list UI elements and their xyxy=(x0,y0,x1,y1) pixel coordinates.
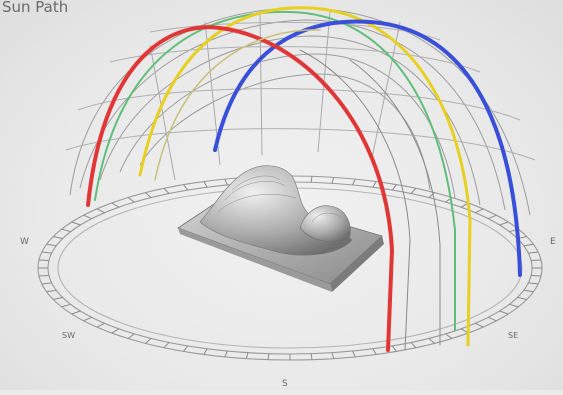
grid-parallel-1 xyxy=(77,88,521,121)
compass-tick xyxy=(183,184,189,191)
compass-tick xyxy=(445,333,453,339)
compass-tick xyxy=(531,275,542,277)
grid-meridian-3 xyxy=(259,11,263,156)
sun-path-hour-line-3 xyxy=(349,59,441,346)
compass-tick xyxy=(83,214,92,220)
compass-tick xyxy=(224,178,228,186)
compass-tick xyxy=(111,328,120,334)
compass-tick xyxy=(145,338,152,344)
compass-tick xyxy=(523,289,534,293)
sun-path-hour-line-1 xyxy=(154,29,321,181)
compass-tick xyxy=(352,350,356,358)
compass-tick xyxy=(310,353,313,360)
grid-arc-5 xyxy=(139,73,431,191)
compass-tick xyxy=(61,228,71,233)
compass-tick xyxy=(428,338,435,344)
contour-2 xyxy=(231,175,281,191)
compass-tick xyxy=(428,192,435,198)
sun-path-hour-line-2 xyxy=(299,49,411,351)
compass-tick xyxy=(96,322,105,328)
grid-meridian-1 xyxy=(149,44,176,181)
page-title: Sun Path xyxy=(2,0,68,16)
sun-path-red xyxy=(86,25,395,352)
compass-tick xyxy=(46,243,57,247)
compass-tick xyxy=(183,345,189,352)
compass-tick xyxy=(41,251,52,254)
compass-tick xyxy=(391,184,397,191)
compass-label-south: S xyxy=(282,379,288,389)
compass-tick xyxy=(475,322,484,328)
compass-tick xyxy=(372,181,377,188)
compass-tick xyxy=(245,352,249,359)
contour-3 xyxy=(217,194,297,213)
compass-tick xyxy=(410,187,417,194)
compass-tick xyxy=(41,282,52,285)
compass-tick xyxy=(499,310,509,315)
compass-tick xyxy=(61,303,71,308)
sun-path-blue xyxy=(213,19,522,277)
compass-tick xyxy=(331,352,335,359)
sun-path-green xyxy=(94,10,456,331)
compass-tick xyxy=(203,181,208,188)
compass-tick xyxy=(38,259,49,261)
grid-meridian-5 xyxy=(371,21,401,159)
compass-tick xyxy=(224,350,228,358)
model-base-front xyxy=(178,228,332,292)
compass-label-southeast: SE xyxy=(508,331,518,340)
compass-tick xyxy=(53,296,63,300)
terrain-hill-small xyxy=(299,205,351,242)
compass-tick xyxy=(352,178,356,186)
compass-tick xyxy=(71,221,81,226)
compass-tick xyxy=(267,353,270,360)
compass-tick xyxy=(96,208,105,214)
compass-tick xyxy=(127,333,135,339)
compass-label-southwest: SW xyxy=(62,331,75,340)
compass-tick xyxy=(509,303,519,308)
compass-tick xyxy=(163,342,170,349)
compass-tick xyxy=(499,221,509,226)
compass-tick xyxy=(127,197,135,203)
compass-label-east: E xyxy=(550,237,556,247)
compass-tick xyxy=(111,202,120,208)
compass-tick xyxy=(372,348,377,355)
compass-tick xyxy=(410,342,417,349)
compass-tick xyxy=(528,282,539,285)
compass-tick xyxy=(528,251,539,254)
model-base-edge xyxy=(330,236,384,292)
compass-tick xyxy=(145,192,152,198)
compass-label-west: W xyxy=(20,237,29,247)
compass-tick xyxy=(53,236,63,240)
grid-parallel-4 xyxy=(65,128,536,161)
compass-tick xyxy=(523,243,534,247)
sun-paths xyxy=(86,6,522,352)
compass-tick xyxy=(391,345,397,352)
terrain-contours xyxy=(217,175,343,223)
compass-tick xyxy=(331,177,335,184)
compass-tick xyxy=(71,310,81,315)
compass-tick xyxy=(488,316,497,322)
compass-tick xyxy=(517,296,527,300)
compass-tick xyxy=(163,187,170,194)
compass-tick xyxy=(488,214,497,220)
compass-tick xyxy=(46,289,57,293)
compass-tick xyxy=(475,208,484,214)
contour-4 xyxy=(311,212,343,223)
compass-tick xyxy=(203,348,208,355)
compass-tick xyxy=(310,176,313,183)
site-model xyxy=(177,165,384,292)
compass-tick xyxy=(38,275,49,277)
compass-tick xyxy=(531,259,542,261)
compass-tick xyxy=(83,316,92,322)
contour-1 xyxy=(224,180,286,201)
sun-path-yellow xyxy=(138,6,472,347)
